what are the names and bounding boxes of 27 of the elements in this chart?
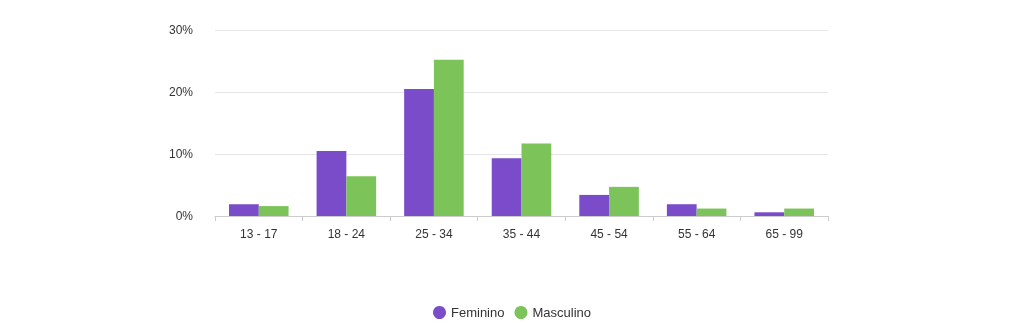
- bar: [433, 59, 464, 216]
- legend-label: Feminino: [451, 305, 505, 320]
- bar: [229, 204, 259, 216]
- x-tick-label: 13 - 17: [240, 227, 278, 241]
- x-tick-label: 65 - 99: [765, 227, 804, 241]
- y-tick-label: 0%: [175, 209, 194, 223]
- bar: [666, 204, 697, 216]
- x-tick-label: 25 - 34: [415, 227, 453, 241]
- y-tick-label: 20%: [168, 85, 194, 99]
- bar: [696, 208, 727, 216]
- bar: [316, 150, 347, 216]
- y-tick-label: 10%: [168, 147, 194, 161]
- x-tick-label: 45 - 54: [590, 227, 629, 241]
- y-tick-label: 30%: [168, 23, 194, 37]
- bar: [784, 208, 814, 216]
- x-tick-label: 55 - 64: [677, 227, 716, 241]
- bar: [754, 212, 785, 216]
- bar: [521, 143, 552, 216]
- bar: [609, 186, 639, 216]
- bar: [404, 88, 434, 216]
- x-tick-label: 35 - 44: [502, 227, 541, 241]
- bar: [579, 194, 610, 216]
- x-tick-label: 18 - 24: [327, 227, 366, 241]
- bar: [346, 176, 377, 216]
- bar: [491, 158, 522, 216]
- bar: [258, 206, 289, 216]
- legend-label: Masculino: [532, 305, 591, 320]
